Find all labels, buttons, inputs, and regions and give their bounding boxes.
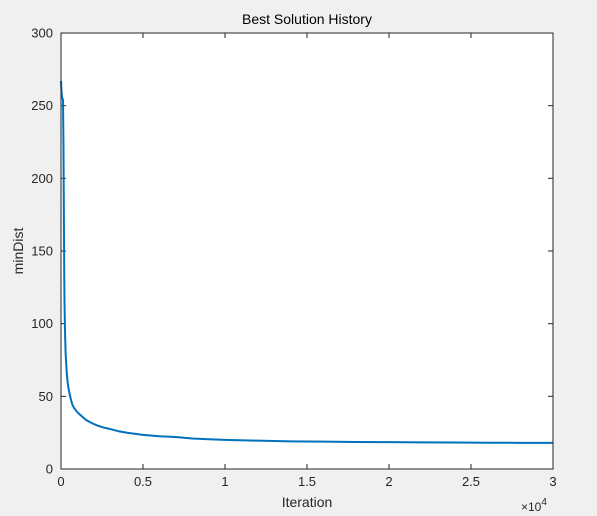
x-tick-label: 1	[221, 474, 228, 489]
y-tick-label: 200	[31, 171, 53, 186]
x-tick-label: 0	[57, 474, 64, 489]
x-exponent-base: ×10	[521, 500, 542, 514]
x-exponent-label: ×104	[521, 497, 547, 514]
y-tick-label: 300	[31, 26, 53, 41]
chart-title: Best Solution History	[242, 11, 372, 27]
series-layer	[60, 80, 553, 444]
series-line	[60, 80, 553, 444]
x-tick-label: 2	[385, 474, 392, 489]
axes-box	[60, 32, 554, 470]
x-tick-label: 0.5	[134, 474, 152, 489]
x-tick-label: 2.5	[462, 474, 480, 489]
y-tick-label: 250	[31, 98, 53, 113]
y-tick-label: 0	[46, 462, 53, 477]
tick-labels: 0 0.5 1 1.5 2 2.5 3 0 50 100 150 200 250 300	[31, 26, 556, 490]
y-tick-label: 100	[31, 316, 53, 331]
y-axis-label: minDist	[10, 228, 26, 275]
x-tick-label: 1.5	[298, 474, 316, 489]
y-tick-label: 50	[39, 389, 53, 404]
y-tick-label: 150	[31, 244, 53, 259]
x-tick-label: 3	[549, 474, 556, 489]
x-exponent-power: 4	[541, 497, 547, 508]
plot-area	[61, 33, 553, 469]
x-axis-label: Iteration	[282, 494, 333, 510]
